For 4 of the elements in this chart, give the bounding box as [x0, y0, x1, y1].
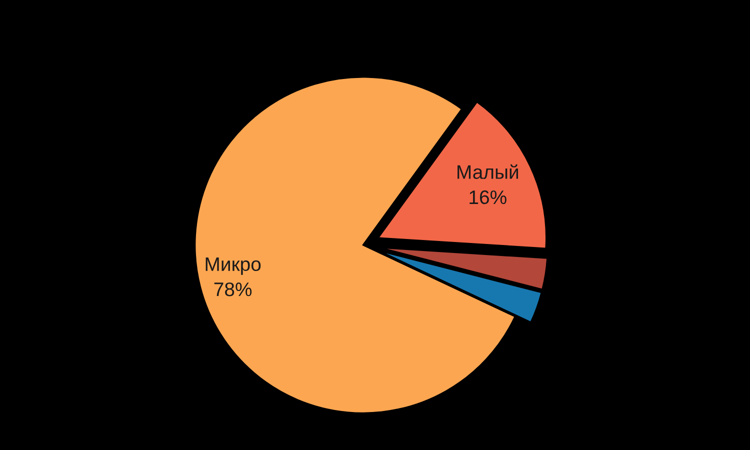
- slice-label: Микро: [206, 257, 261, 275]
- data-label: 78%: [214, 282, 252, 296]
- data-label: 16%: [470, 190, 506, 204]
- slice-label: Малый: [458, 164, 518, 179]
